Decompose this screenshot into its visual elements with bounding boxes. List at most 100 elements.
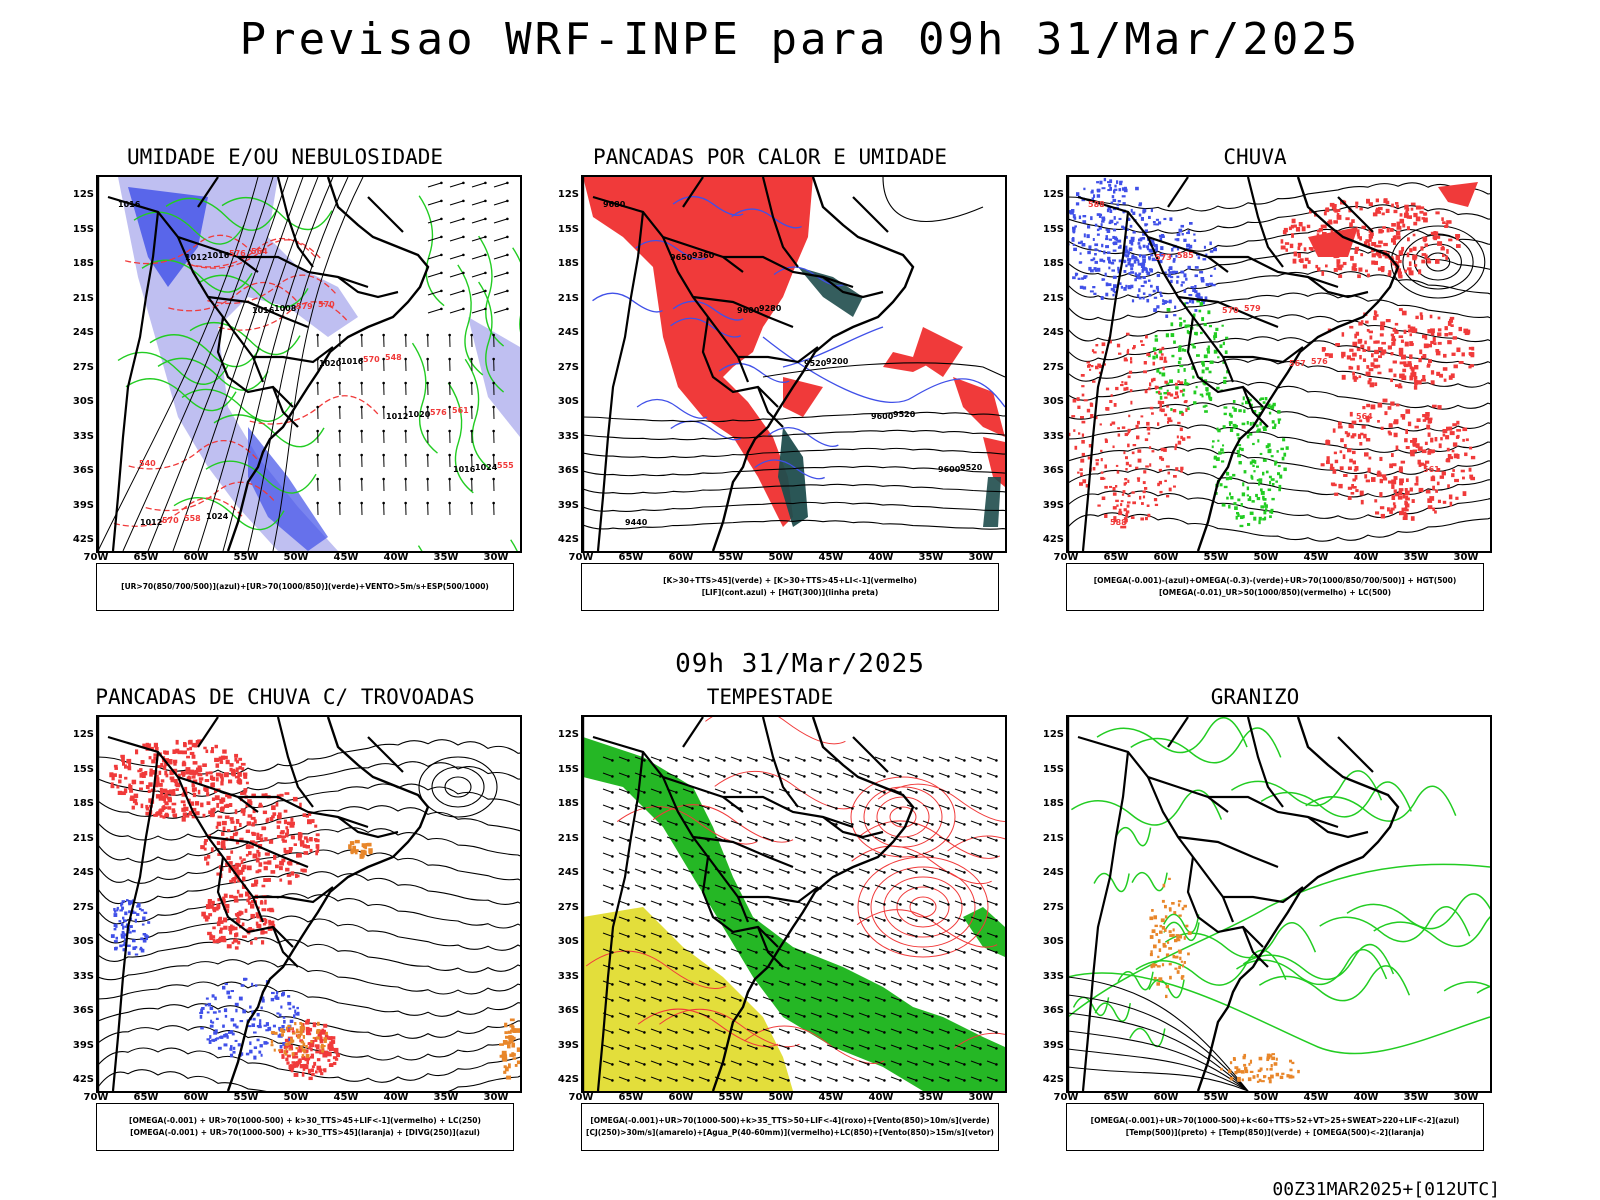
longitude-tick-label: 60W	[183, 1092, 209, 1103]
latitude-tick-label: 15S	[557, 223, 579, 235]
longitude-tick-label: 45W	[818, 552, 844, 563]
legend-box: [OMEGA(-0.001)-(azul)+OMEGA(-0.3)-(verde…	[1066, 563, 1484, 611]
contour-label: 579	[1244, 304, 1261, 313]
map-plot	[583, 717, 1005, 1091]
latitude-tick-label: 33S	[72, 970, 94, 982]
map-frame	[1066, 715, 1492, 1093]
latitude-tick-label: 42S	[557, 534, 579, 545]
longitude-tick-label: 35W	[433, 552, 459, 563]
latitude-tick-label: 33S	[557, 430, 579, 442]
run-timestamp: 00Z31MAR2025+[012UTC]	[1272, 1179, 1500, 1200]
latitude-tick-label: 27S	[557, 361, 579, 373]
map-frame: 588 573 570 567 564 561 588 585 579 576	[1066, 175, 1492, 553]
contour-label: 576	[1311, 357, 1328, 366]
longitude-tick-label: 35W	[918, 1092, 944, 1103]
latitude-tick-label: 18S	[1042, 258, 1064, 269]
latitude-tick-label: 30S	[1042, 396, 1064, 407]
latitude-tick-label: 30S	[72, 936, 94, 947]
longitude-tick-label: 60W	[183, 552, 209, 563]
map-plot: 588 573 570 567 564 561 588 585 579 576	[1068, 177, 1490, 551]
latitude-tick-label: 12S	[1042, 189, 1064, 200]
contour-label: 567	[1289, 359, 1306, 368]
latitude-tick-label: 12S	[557, 189, 579, 200]
legend-line: [OMEGA(-0.001)+UR>70(1000-500)+k>35_TTS>…	[590, 1116, 990, 1125]
legend-box: [UR>70(850/700/500)](azul)+[UR>70(1000/8…	[96, 563, 514, 611]
longitude-tick-label: 40W	[868, 552, 894, 563]
latitude-tick-label: 33S	[557, 970, 579, 982]
map-frame: 1016 1012 1016 1020 1012 1016 1012 1016 1008 1016…	[96, 175, 522, 553]
contour-label: 9280	[759, 304, 782, 313]
latitude-tick-label: 39S	[1042, 499, 1064, 511]
latitude-tick-label: 42S	[1042, 1074, 1064, 1085]
contour-label: 588	[1088, 200, 1105, 209]
contour-label: 564	[251, 247, 268, 256]
contour-label: 9200	[826, 357, 849, 366]
longitude-tick-label: 55W	[233, 1092, 259, 1103]
latitude-tick-label: 39S	[72, 499, 94, 511]
longitude-tick-label: 55W	[718, 552, 744, 563]
contour-label: 1012	[386, 412, 408, 421]
map-panel-trovoadas: PANCADAS DE CHUVA C/ TROVOADAS 12S 15S 18S 2…	[40, 685, 530, 1185]
panel-title: CHUVA	[1223, 145, 1287, 169]
latitude-tick-label: 24S	[1042, 867, 1064, 878]
latitude-tick-label: 15S	[72, 223, 94, 235]
longitude-tick-label: 60W	[1153, 1092, 1179, 1103]
latitude-tick-label: 36S	[1042, 1005, 1064, 1016]
longitude-tick-label: 55W	[1203, 1092, 1229, 1103]
latitude-tick-label: 36S	[557, 1005, 579, 1016]
contour-label: 9600	[938, 465, 961, 474]
middle-date-label: 09h 31/Mar/2025	[675, 649, 925, 679]
map-plot	[1068, 717, 1490, 1091]
panel-title: PANCADAS POR CALOR E UMIDADE	[592, 145, 947, 169]
contour-label: 9520	[804, 359, 827, 368]
contour-label: 579	[296, 302, 313, 311]
main-title: Previsao WRF-INPE para 09h 31/Mar/2025	[239, 14, 1361, 65]
latitude-tick-label: 12S	[1042, 729, 1064, 740]
longitude-tick-label: 55W	[233, 552, 259, 563]
latitude-tick-label: 24S	[557, 327, 579, 338]
legend-line: [CJ(250)>30m/s](amarelo)+[Agua_P(40-60mm…	[586, 1128, 994, 1137]
longitude-tick-label: 40W	[1353, 552, 1379, 563]
latitude-tick-label: 39S	[72, 1039, 94, 1051]
latitude-tick-label: 27S	[1042, 361, 1064, 373]
latitude-tick-label: 27S	[72, 361, 94, 373]
latitude-tick-label: 12S	[557, 729, 579, 740]
latitude-tick-label: 24S	[557, 867, 579, 878]
legend-line: [OMEGA(-0.001) + UR>70(1000-500) + k>30_…	[130, 1128, 480, 1137]
latitude-tick-label: 15S	[1042, 223, 1064, 235]
contour-label: 576	[229, 249, 246, 258]
latitude-tick-label: 21S	[72, 832, 94, 844]
longitude-tick-label: 40W	[383, 1092, 409, 1103]
longitude-tick-label: 50W	[768, 1092, 794, 1103]
contour-label: 540	[139, 459, 156, 468]
contour-label: 1024	[206, 512, 229, 521]
longitude-tick-label: 50W	[768, 552, 794, 563]
latitude-tick-label: 18S	[557, 258, 579, 269]
longitude-tick-label: 45W	[333, 1092, 359, 1103]
legend-line: [Temp(500)](preto) + [Temp(850)](verde) …	[1125, 1128, 1425, 1137]
longitude-tick-label: 65W	[133, 552, 159, 563]
latitude-tick-label: 30S	[1042, 936, 1064, 947]
contour-label: 9520	[960, 463, 983, 472]
longitude-tick-label: 30W	[1453, 552, 1479, 563]
legend-line: [OMEGA(-0.001) + UR>70(1000-500) + k>30_…	[129, 1116, 481, 1125]
map-panel-pancadas_calor: PANCADAS POR CALOR E UMIDADE 9680 9650 9600…	[525, 145, 1015, 645]
longitude-tick-label: 30W	[1453, 1092, 1479, 1103]
contour-label: 570	[1222, 306, 1239, 315]
legend-line: [LIF](cont.azul) + [HGT(300)](linha pret…	[701, 588, 879, 597]
contour-label: 588	[1110, 518, 1127, 527]
map-panel-granizo: GRANIZO 12S 15S 18S 21S 24S 27S 30S 33S 36S 39S 42S…	[1010, 685, 1500, 1185]
latitude-tick-label: 33S	[1042, 970, 1064, 982]
latitude-tick-label: 15S	[557, 763, 579, 775]
panel-title: GRANIZO	[1210, 685, 1300, 709]
latitude-tick-label: 18S	[557, 798, 579, 809]
longitude-tick-label: 65W	[1103, 1092, 1129, 1103]
longitude-tick-label: 40W	[383, 552, 409, 563]
contour-label: 1024	[475, 463, 498, 472]
latitude-tick-label: 18S	[1042, 798, 1064, 809]
longitude-tick-label: 65W	[1103, 552, 1129, 563]
contour-label: 1012	[185, 253, 207, 262]
map-panel-umidade: UMIDADE E/OU NEBULOSIDADE 1016 1012 1016 102…	[40, 145, 530, 645]
contour-label: 9600	[871, 412, 894, 421]
contour-label: 9520	[893, 410, 916, 419]
